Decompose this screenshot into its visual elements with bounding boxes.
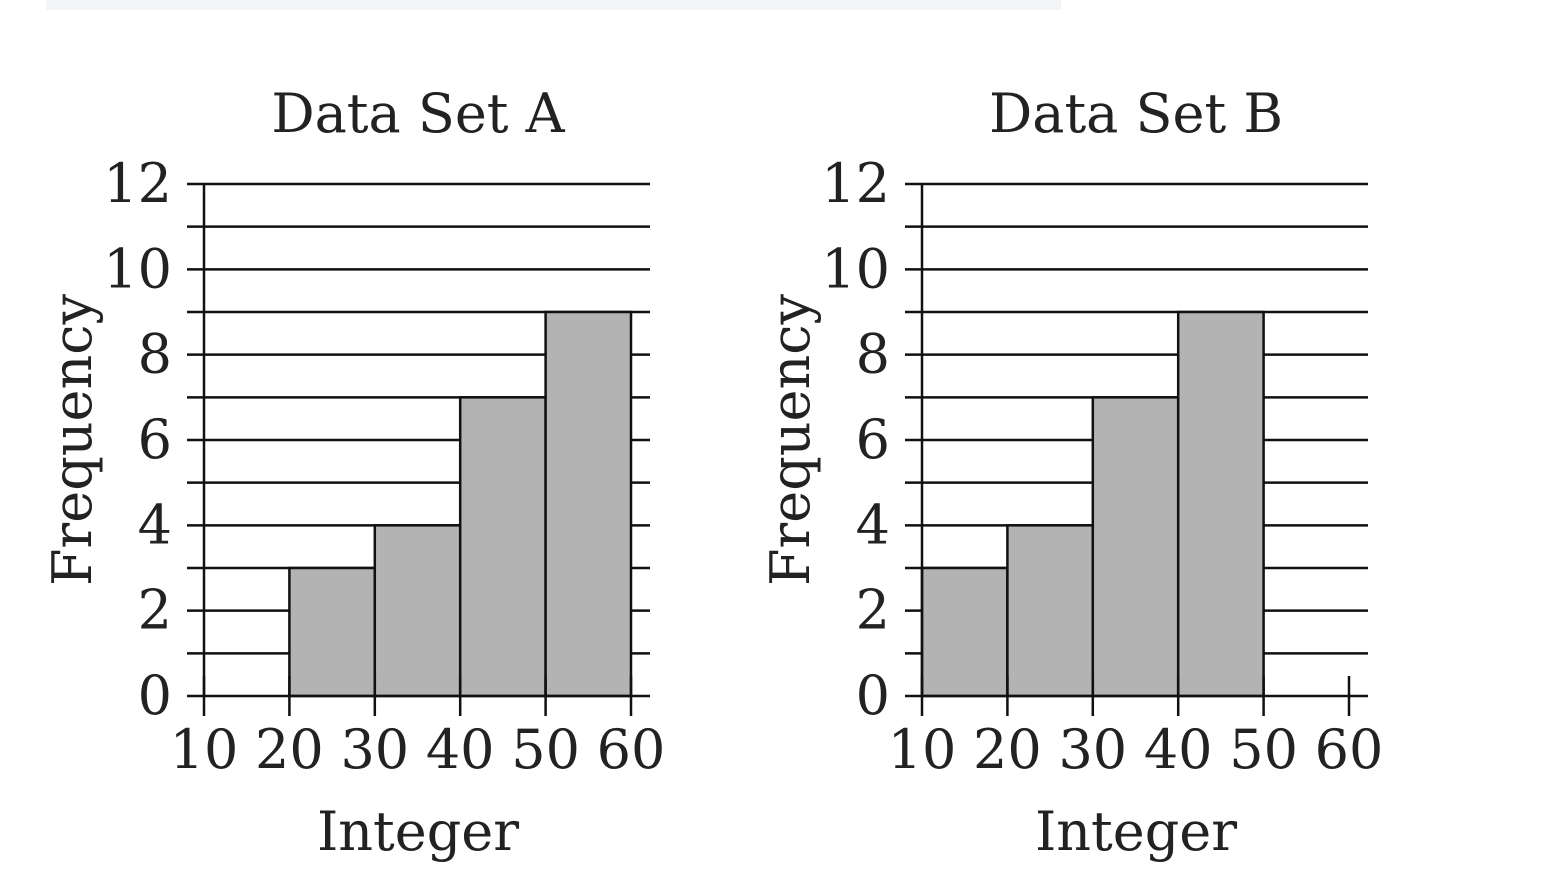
y-tick-label: 2 (138, 579, 172, 642)
y-axis-label: Frequency (759, 293, 822, 586)
x-tick-label: 60 (1315, 718, 1384, 781)
y-axis-label: Frequency (41, 293, 104, 586)
y-tick-label: 10 (103, 237, 172, 300)
x-tick-label: 10 (888, 718, 957, 781)
x-tick-label: 60 (597, 718, 666, 781)
y-tick-label: 6 (138, 408, 172, 471)
x-tick-label: 50 (1229, 718, 1298, 781)
histogram-bar (1176, 310, 1265, 698)
x-axis-label: Integer (1035, 800, 1237, 863)
y-tick-label: 4 (856, 493, 890, 556)
top-strip (46, 0, 1061, 10)
x-tick-label: 10 (170, 718, 239, 781)
x-tick-label: 40 (1144, 718, 1213, 781)
x-tick-label: 40 (426, 718, 495, 781)
chart-title: Data Set A (271, 82, 565, 145)
y-tick-label: 8 (138, 323, 172, 386)
y-tick-label: 12 (821, 152, 890, 215)
x-tick-label: 30 (1058, 718, 1127, 781)
x-axis-label: Integer (317, 800, 519, 863)
y-tick-label: 8 (856, 323, 890, 386)
x-tick-label: 20 (973, 718, 1042, 781)
x-tick-label: 50 (511, 718, 580, 781)
histogram-bar (373, 524, 462, 698)
chart-panel-data-set-b: Data Set B Integer Frequency 0 2 4 6 8 10 12 10… (759, 82, 1383, 863)
y-tick-label: 6 (856, 408, 890, 471)
histogram-bar (1006, 524, 1095, 698)
histogram-bar (458, 396, 547, 698)
chart-title: Data Set B (989, 82, 1283, 145)
histogram-bar (1091, 396, 1180, 698)
histogram-bar (920, 566, 1009, 698)
histogram-bar (288, 566, 377, 698)
y-tick-label: 4 (138, 493, 172, 556)
x-tick-label: 30 (340, 718, 409, 781)
y-tick-label: 2 (856, 579, 890, 642)
y-tick-label: 12 (103, 152, 172, 215)
y-tick-label: 10 (821, 237, 890, 300)
y-tick-label: 0 (138, 664, 172, 727)
histogram-bar (544, 310, 633, 698)
x-tick-label: 20 (255, 718, 324, 781)
y-tick-label: 0 (856, 664, 890, 727)
chart-panel-data-set-a: Data Set A Integer Frequency 0 2 4 6 8 10 12 10… (41, 82, 665, 863)
